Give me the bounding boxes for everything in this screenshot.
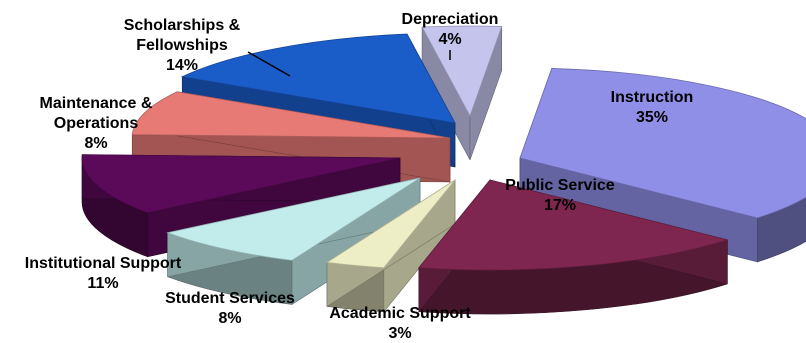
slice-label-institutional-support: Institutional Support 11% bbox=[25, 255, 182, 292]
leader-line-scholarships-and-fellowships bbox=[247, 51, 291, 77]
slice-name-scholarships-and-fellowships-line-0: Scholarships & bbox=[124, 17, 241, 34]
slice-name-student-services-line-0: Student Services bbox=[165, 290, 295, 307]
slice-value-depreciation: 4% bbox=[438, 31, 461, 48]
slice-value-public-service: 17% bbox=[544, 197, 576, 214]
slice-name-instruction-line-0: Instruction bbox=[611, 89, 694, 106]
slice-label-depreciation: Depreciation 4% bbox=[402, 11, 499, 48]
slice-name-maintenance-and-operations-line-1: Operations bbox=[54, 115, 139, 132]
slice-name-depreciation-line-0: Depreciation bbox=[402, 11, 499, 28]
slice-public-service bbox=[418, 179, 729, 271]
slice-tops bbox=[81, 25, 806, 271]
slice-name-public-service-line-0: Public Service bbox=[505, 177, 614, 194]
slice-value-scholarships-and-fellowships: 14% bbox=[166, 57, 198, 74]
slice-student-services bbox=[166, 177, 421, 261]
slice-label-instruction: Instruction 35% bbox=[611, 89, 694, 126]
slice-depreciation bbox=[421, 25, 503, 117]
slice-labels: Instruction 35% Public Service 17% Academic … bbox=[25, 11, 694, 342]
slice-label-maintenance-and-operations: Maintenance & Operations 8% bbox=[40, 95, 153, 152]
leader-lines bbox=[247, 50, 451, 77]
slice-scholarships-and-fellowships bbox=[180, 33, 456, 124]
slice-value-instruction: 35% bbox=[636, 109, 668, 126]
slice-label-public-service: Public Service 17% bbox=[505, 177, 614, 214]
slice-label-scholarships-and-fellowships: Scholarships & Fellowships 14% bbox=[124, 17, 241, 74]
slice-academic-support bbox=[325, 179, 456, 269]
slice-value-student-services: 8% bbox=[218, 310, 241, 327]
slice-name-scholarships-and-fellowships-line-1: Fellowships bbox=[136, 37, 228, 54]
slice-label-academic-support: Academic Support 3% bbox=[329, 305, 471, 342]
slice-value-institutional-support: 11% bbox=[87, 275, 118, 292]
slice-label-student-services: Student Services 8% bbox=[165, 290, 295, 327]
slice-value-maintenance-and-operations: 8% bbox=[84, 135, 107, 152]
slice-value-academic-support: 3% bbox=[388, 325, 411, 342]
slice-maintenance-and-operations bbox=[131, 91, 451, 139]
slice-name-institutional-support-line-0: Institutional Support bbox=[25, 255, 182, 272]
slice-instruction bbox=[519, 68, 806, 219]
slice-name-academic-support-line-0: Academic Support bbox=[329, 305, 471, 322]
slice-name-maintenance-and-operations-line-0: Maintenance & bbox=[40, 95, 153, 112]
slice-institutional-support bbox=[81, 154, 401, 214]
